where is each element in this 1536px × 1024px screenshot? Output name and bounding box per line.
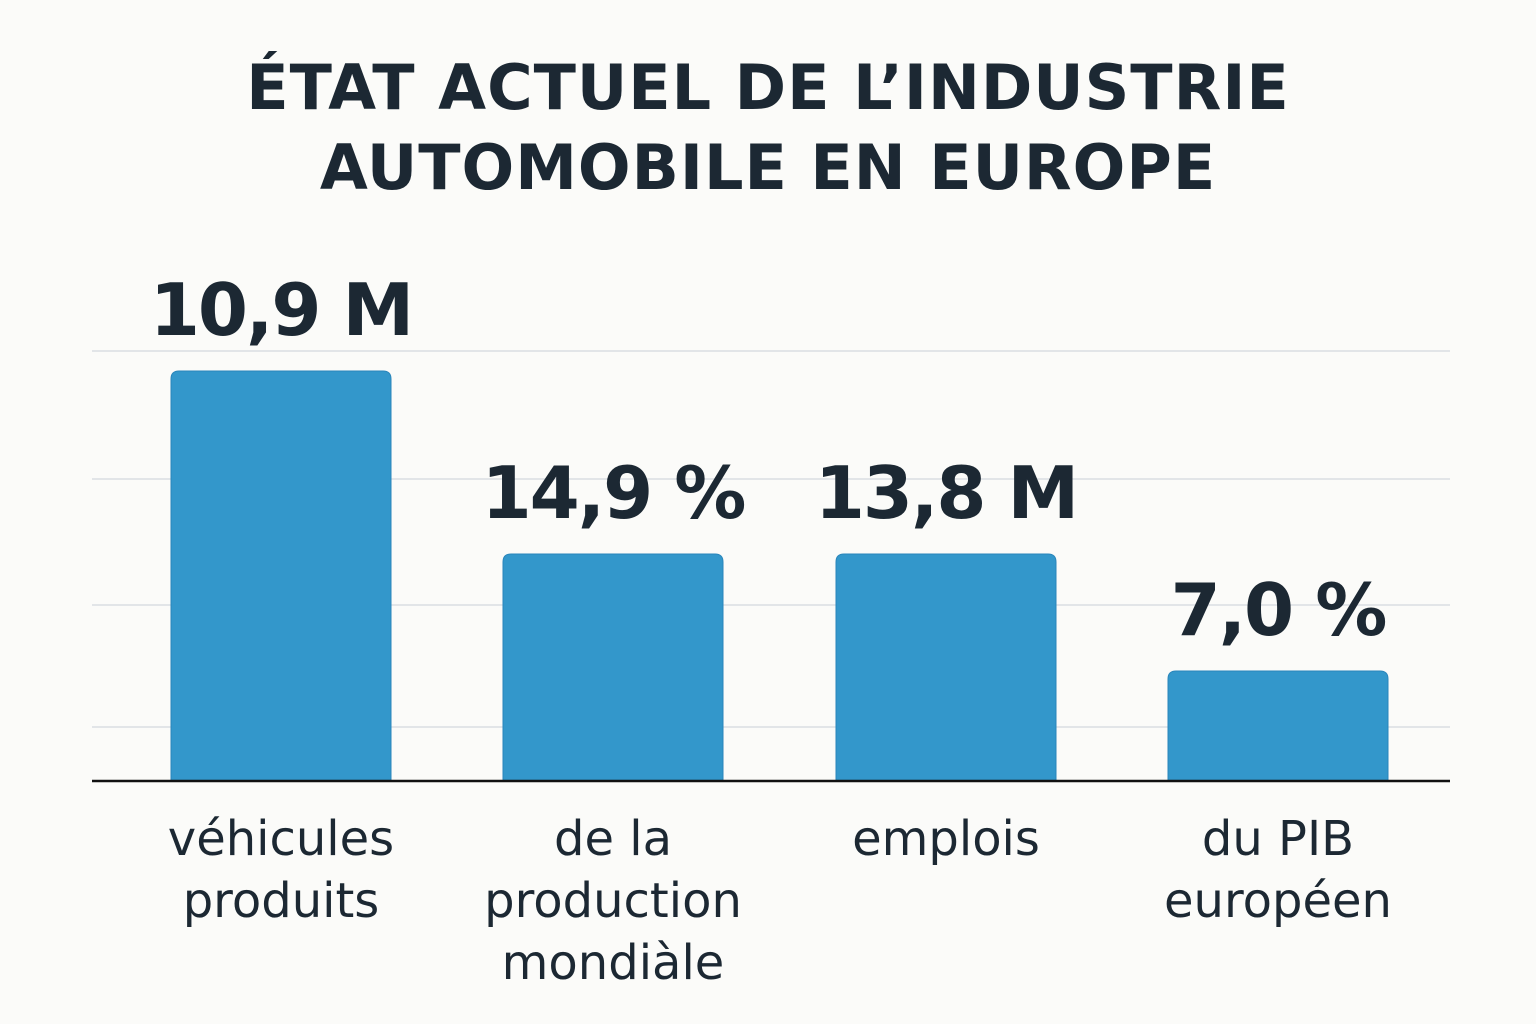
category-label: produits	[183, 873, 380, 929]
data-label: 14,9 %	[482, 451, 745, 535]
data-label: 10,9 M	[150, 268, 412, 352]
chart-title-line-2: AUTOMOBILE EN EUROPE	[319, 131, 1217, 204]
bar	[1167, 670, 1389, 782]
bar	[502, 553, 724, 782]
category-label: véhicules	[168, 811, 394, 867]
chart-title-line-1: ÉTAT ACTUEL DE L’INDUSTRIE	[246, 51, 1290, 124]
bar	[835, 553, 1057, 782]
chart-title: ÉTAT ACTUEL DE L’INDUSTRIE AUTOMOBILE EN…	[0, 48, 1536, 208]
data-label: 13,8 M	[815, 451, 1077, 535]
bar	[170, 370, 392, 782]
category-label: mondiàle	[502, 935, 725, 991]
category-label: emplois	[852, 811, 1040, 867]
data-label: 7,0 %	[1171, 568, 1386, 652]
category-label: de la	[554, 811, 672, 867]
category-label: production	[484, 873, 742, 929]
category-label: du PIB	[1202, 811, 1354, 867]
category-label: européen	[1164, 873, 1392, 929]
